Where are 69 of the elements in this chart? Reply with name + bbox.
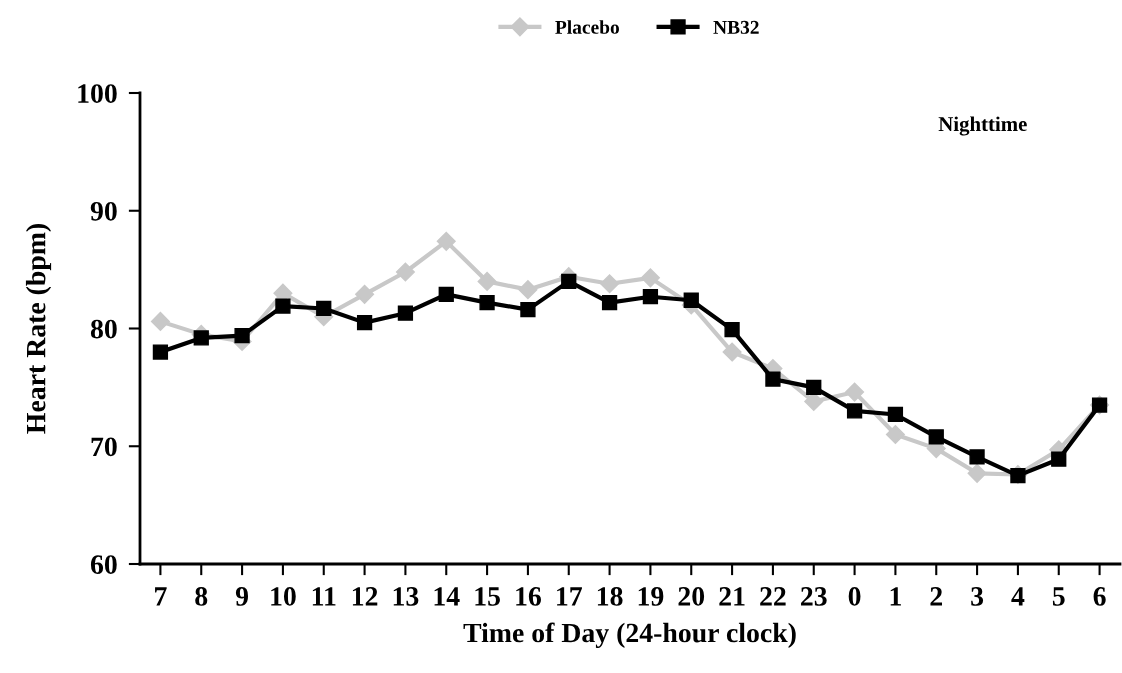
x-tick-label: 14 xyxy=(434,587,460,606)
point xyxy=(479,294,495,311)
point xyxy=(234,327,250,344)
x-tick-label: 21 xyxy=(719,587,745,606)
point xyxy=(722,342,742,362)
y-tick-label: 90 xyxy=(90,201,117,221)
point xyxy=(928,429,944,445)
x-tick-label: 6 xyxy=(1093,587,1106,606)
y-axis-title: Heart Rate (bpm) xyxy=(25,224,52,434)
y-tick-label: 70 xyxy=(91,437,117,457)
point xyxy=(520,302,536,318)
x-tick-label: 10 xyxy=(271,587,296,606)
point xyxy=(885,424,905,445)
point xyxy=(561,273,577,290)
x-tick-label: 0 xyxy=(848,587,861,606)
point xyxy=(887,406,904,423)
point xyxy=(477,271,497,291)
legend-label: Placebo xyxy=(555,20,619,34)
point xyxy=(806,379,822,396)
x-tick-label: 18 xyxy=(597,587,623,606)
point xyxy=(601,294,618,311)
point xyxy=(152,344,169,360)
point xyxy=(642,289,659,305)
point xyxy=(518,280,538,300)
point xyxy=(1010,468,1026,484)
x-tick-label: 23 xyxy=(801,587,827,606)
point xyxy=(969,449,985,465)
y-tick-label: 80 xyxy=(90,319,117,339)
point xyxy=(600,274,620,294)
y-tick-label: 100 xyxy=(78,84,117,103)
x-tick-label: 2 xyxy=(930,587,942,606)
point xyxy=(150,311,170,331)
point xyxy=(1051,451,1067,467)
x-tick-label: 12 xyxy=(352,587,378,606)
point xyxy=(397,305,414,321)
point xyxy=(355,284,375,304)
point xyxy=(275,298,291,314)
point xyxy=(395,262,415,282)
x-tick-label: 16 xyxy=(516,587,541,606)
point xyxy=(316,300,332,317)
point xyxy=(765,371,781,387)
point xyxy=(356,314,373,331)
point xyxy=(193,330,209,346)
legend-label: NB32 xyxy=(713,20,759,34)
x-tick-label: 7 xyxy=(155,587,167,606)
x-tick-label: 22 xyxy=(760,587,786,606)
x-tick-label: 1 xyxy=(890,587,901,606)
x-tick-label: 8 xyxy=(195,587,208,606)
point xyxy=(846,403,863,419)
point xyxy=(683,292,699,308)
x-tick-label: 17 xyxy=(557,587,582,606)
x-tick-label: 3 xyxy=(971,587,984,606)
point xyxy=(640,268,660,288)
y-tick-label: 60 xyxy=(90,555,117,574)
point xyxy=(438,286,454,302)
x-tick-label: 5 xyxy=(1052,587,1065,606)
point xyxy=(845,382,865,402)
x-tick-label: 9 xyxy=(235,587,249,606)
point xyxy=(967,463,987,483)
point xyxy=(436,231,456,251)
x-tick-label: 13 xyxy=(393,587,419,606)
point xyxy=(724,322,740,338)
x-tick-label: 15 xyxy=(475,587,500,606)
x-tick-label: 20 xyxy=(678,587,705,606)
x-tick-label: 19 xyxy=(638,587,664,606)
x-tick-label: 4 xyxy=(1011,587,1025,606)
x-tick-label: 11 xyxy=(312,587,336,606)
annotation: Nighttime xyxy=(938,116,1027,136)
x-axis-title: Time of Day (24-hour clock) xyxy=(463,622,796,649)
